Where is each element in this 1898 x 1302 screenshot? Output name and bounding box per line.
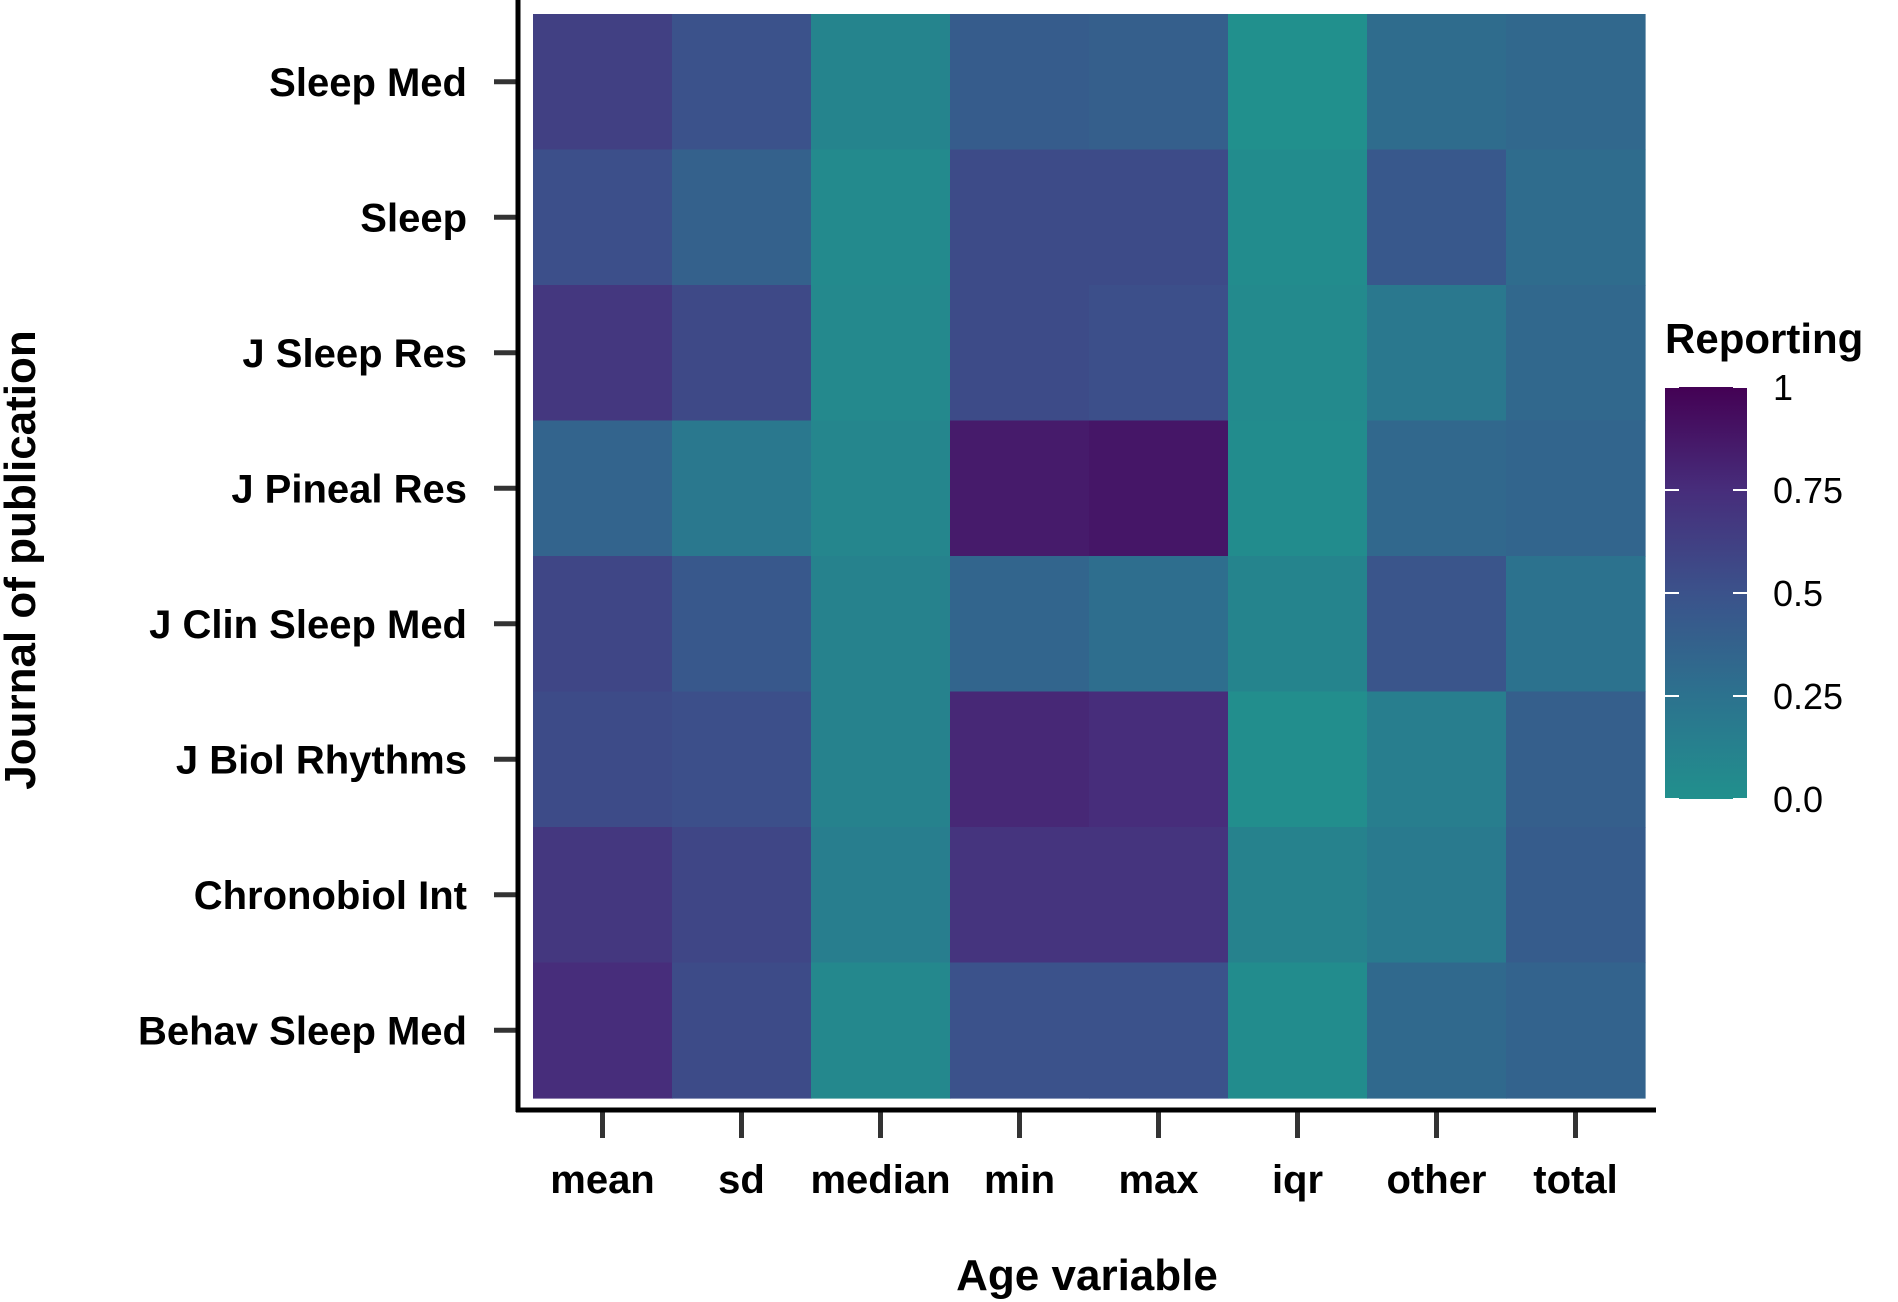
heatmap-cell <box>1367 691 1507 828</box>
heatmap-cell <box>1367 556 1507 693</box>
x-axis-ticks: mean sd median min max iqr other total <box>550 1112 1618 1202</box>
heatmap-cell <box>1367 14 1507 151</box>
heatmap-cell <box>1506 285 1646 422</box>
heatmap-cell <box>811 962 951 1099</box>
heatmap-cell <box>950 691 1090 828</box>
heatmap-cell <box>950 285 1090 422</box>
heatmap-cell <box>1228 962 1368 1099</box>
heatmap-cell <box>950 14 1090 151</box>
heatmap-cell <box>811 149 951 286</box>
y-tick-label: Behav Sleep Med <box>138 1009 467 1053</box>
heatmap-cell <box>1228 285 1368 422</box>
x-tick-label: sd <box>718 1158 765 1202</box>
y-tick-label: Sleep Med <box>269 61 467 105</box>
x-tick-label: min <box>984 1158 1055 1202</box>
heatmap-cell <box>1506 149 1646 286</box>
heatmap-cell <box>1228 149 1368 286</box>
legend-ticks: 1 0.75 0.5 0.25 0.0 <box>1665 367 1843 820</box>
heatmap-cell <box>1228 420 1368 557</box>
heatmap-cell <box>1228 691 1368 828</box>
heatmap-cell <box>1367 962 1507 1099</box>
y-tick-label: J Sleep Res <box>242 332 467 376</box>
heatmap-cell <box>950 420 1090 557</box>
legend-tick-label: 1 <box>1773 367 1793 408</box>
heatmap-cells <box>533 14 1646 1099</box>
heatmap-cell <box>1089 14 1229 151</box>
heatmap-cell <box>1506 420 1646 557</box>
y-tick-label: J Clin Sleep Med <box>149 603 467 647</box>
legend-title: Reporting <box>1665 315 1863 362</box>
heatmap-cell <box>672 962 812 1099</box>
heatmap-cell <box>1228 14 1368 151</box>
heatmap-cell <box>672 14 812 151</box>
legend-tick-label: 0.0 <box>1773 779 1823 820</box>
legend-tick-label: 0.25 <box>1773 676 1843 717</box>
heatmap-cell <box>811 14 951 151</box>
heatmap-cell <box>533 420 673 557</box>
y-tick-label: J Pineal Res <box>231 467 467 511</box>
heatmap-cell <box>811 691 951 828</box>
heatmap-cell <box>1367 827 1507 964</box>
heatmap-cell <box>533 827 673 964</box>
heatmap-cell <box>1228 556 1368 693</box>
heatmap-cell <box>672 420 812 557</box>
heatmap-cell <box>950 827 1090 964</box>
x-tick-label: median <box>810 1158 950 1202</box>
heatmap-cell <box>672 691 812 828</box>
x-tick-label: total <box>1533 1158 1617 1202</box>
x-tick-label: iqr <box>1272 1158 1323 1202</box>
heatmap-cell <box>950 556 1090 693</box>
y-axis-title: Journal of publication <box>0 330 45 790</box>
heatmap-cell <box>533 285 673 422</box>
x-tick-label: mean <box>550 1158 655 1202</box>
heatmap-cell <box>811 556 951 693</box>
heatmap-cell <box>672 556 812 693</box>
y-tick-label: J Biol Rhythms <box>176 738 467 782</box>
heatmap-cell <box>672 285 812 422</box>
heatmap-cell <box>1089 420 1229 557</box>
y-tick-label: Chronobiol Int <box>194 874 467 918</box>
heatmap-cell <box>672 827 812 964</box>
heatmap-cell <box>1089 962 1229 1099</box>
heatmap-cell <box>672 149 812 286</box>
heatmap-cell <box>1367 285 1507 422</box>
heatmap-cell <box>1506 962 1646 1099</box>
heatmap-cell <box>1367 149 1507 286</box>
heatmap-cell <box>533 962 673 1099</box>
heatmap-cell <box>950 962 1090 1099</box>
heatmap-cell <box>1506 556 1646 693</box>
heatmap-cell <box>1089 556 1229 693</box>
y-axis-ticks: Sleep Med Sleep J Sleep Res J Pineal Res J C… <box>138 61 516 1053</box>
heatmap-cell <box>533 14 673 151</box>
x-tick-label: other <box>1387 1158 1487 1202</box>
y-tick-label: Sleep <box>360 196 467 240</box>
color-legend: Reporting 1 0.75 0.5 0.25 0.0 <box>1665 315 1863 820</box>
heatmap-cell <box>811 827 951 964</box>
heatmap-cell <box>811 285 951 422</box>
heatmap-cell <box>1089 691 1229 828</box>
heatmap-cell <box>950 149 1090 286</box>
x-tick-label: max <box>1118 1158 1198 1202</box>
heatmap-cell <box>1367 420 1507 557</box>
legend-tick-label: 0.75 <box>1773 470 1843 511</box>
heatmap-cell <box>533 691 673 828</box>
heatmap-cell <box>1089 285 1229 422</box>
x-axis-title: Age variable <box>956 1251 1218 1300</box>
heatmap-cell <box>533 556 673 693</box>
heatmap-cell <box>1506 691 1646 828</box>
heatmap-cell <box>1506 14 1646 151</box>
heatmap-cell <box>1228 827 1368 964</box>
heatmap-cell <box>1089 149 1229 286</box>
heatmap-cell <box>533 149 673 286</box>
heatmap-cell <box>1506 827 1646 964</box>
heatmap-cell <box>1089 827 1229 964</box>
heatmap-cell <box>811 420 951 557</box>
legend-tick-label: 0.5 <box>1773 573 1823 614</box>
